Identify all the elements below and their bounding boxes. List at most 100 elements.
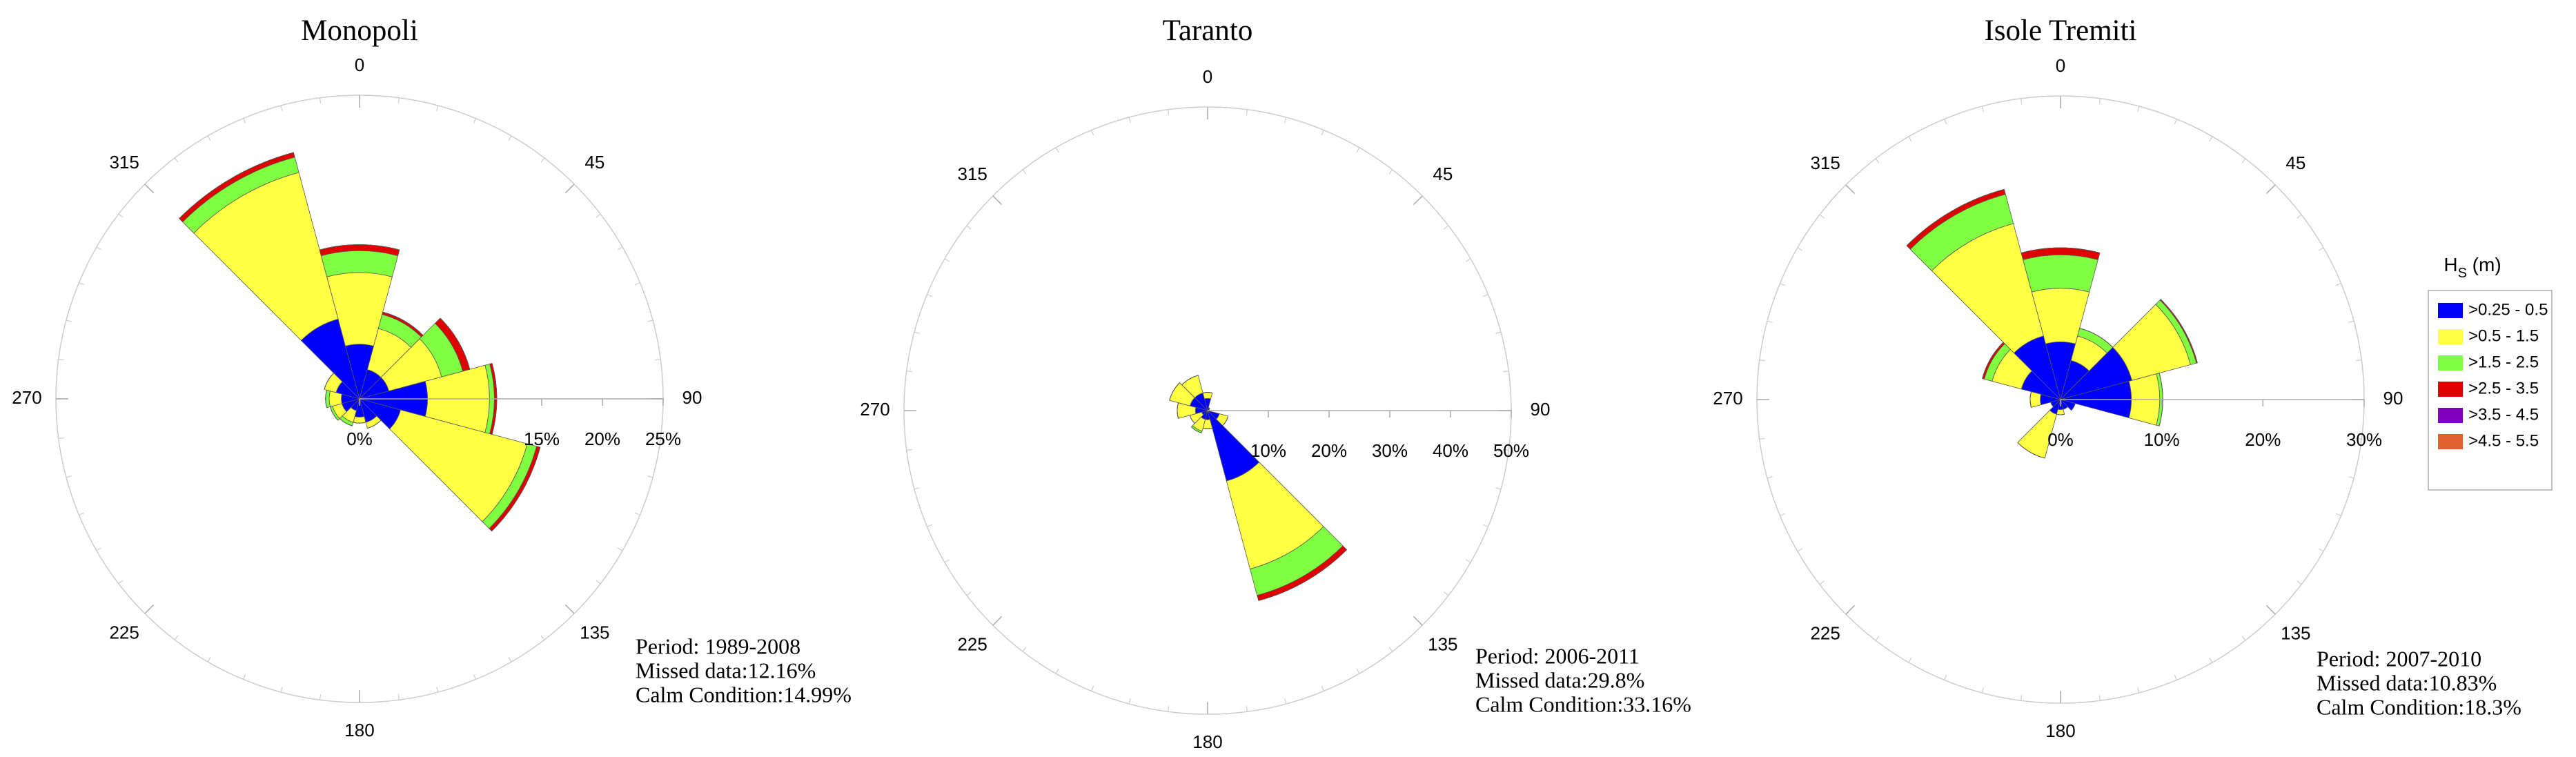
circle-minor-tick	[174, 635, 179, 640]
angle-tick	[1845, 184, 1856, 195]
circle-minor-tick	[1482, 524, 1488, 527]
circle-minor-tick	[2209, 657, 2213, 663]
annotation: Missed data:29.8%	[1475, 667, 1644, 692]
circle-minor-tick	[1875, 636, 1880, 641]
angle-tick-label: 0	[2056, 55, 2065, 76]
annotation: Period: 2007-2010	[2317, 646, 2481, 671]
wedge	[353, 416, 366, 424]
circle-minor-tick	[1780, 283, 1786, 286]
legend-label: >4.5 - 5.5	[2468, 431, 2539, 450]
circle-minor-tick	[927, 524, 933, 527]
angle-tick	[144, 184, 155, 194]
wedge	[2021, 247, 2101, 253]
legend-label: >0.5 - 1.5	[2468, 326, 2539, 345]
circle-minor-tick	[2174, 674, 2177, 680]
circle-minor-tick	[1503, 449, 1509, 451]
annotation: Period: 2006-2011	[1475, 643, 1640, 668]
circle-minor-tick	[2137, 106, 2140, 112]
wedge	[2023, 254, 2098, 293]
circle-minor-tick	[280, 105, 283, 111]
circle-minor-tick	[508, 135, 512, 141]
circle-minor-tick	[540, 635, 545, 640]
circle-minor-tick	[1465, 258, 1471, 262]
angle-tick	[144, 604, 155, 614]
wedge	[328, 391, 342, 407]
circle-minor-tick	[1128, 698, 1131, 705]
circle-minor-tick	[2356, 359, 2362, 362]
angle-tick	[992, 616, 1003, 626]
circle-minor-tick	[1797, 548, 1803, 552]
angle-tick-label: 45	[2285, 153, 2305, 173]
circle-minor-tick	[1759, 438, 1765, 440]
circle-minor-tick	[79, 512, 85, 515]
wedge	[2056, 409, 2065, 415]
circle-minor-tick	[1767, 320, 1773, 323]
wedge	[1181, 375, 1199, 385]
radial-tick-label: 40%	[1433, 440, 1468, 461]
radial-tick-label: 20%	[1311, 440, 1347, 461]
circle-minor-tick	[1875, 158, 1880, 164]
angle-tick-label: 0	[355, 55, 364, 75]
angle-tick-label: 225	[109, 622, 139, 643]
angle-tick-label: 0	[1203, 66, 1212, 87]
circle-minor-tick	[2209, 136, 2213, 142]
circle-minor-tick	[2241, 636, 2246, 641]
wedge	[353, 422, 366, 424]
angle-tick	[564, 184, 575, 194]
circle-minor-tick	[1356, 668, 1360, 674]
angle-tick	[1845, 604, 1856, 615]
wedge	[319, 244, 400, 250]
circle-minor-tick	[2137, 687, 2140, 694]
circle-minor-tick	[2356, 438, 2362, 440]
legend-title: HS (m)	[2444, 254, 2501, 281]
circle-minor-tick	[1759, 359, 1765, 362]
circle-minor-tick	[1388, 647, 1393, 652]
circle-minor-tick	[243, 118, 246, 124]
circle-minor-tick	[66, 475, 72, 478]
radial-tick-label: 30%	[2346, 429, 2382, 450]
circle-minor-tick	[2348, 320, 2354, 323]
legend-label: >1.5 - 2.5	[2468, 353, 2539, 371]
circle-minor-tick	[914, 331, 920, 334]
circle-minor-tick	[473, 118, 476, 124]
circle-minor-tick	[596, 213, 601, 218]
circle-minor-tick	[2020, 695, 2023, 701]
circle-minor-tick	[634, 512, 640, 515]
circle-minor-tick	[1465, 559, 1471, 563]
circle-minor-tick	[1091, 130, 1094, 136]
circle-minor-tick	[944, 258, 950, 262]
circle-minor-tick	[1022, 169, 1027, 175]
angle-tick-label: 45	[1433, 164, 1453, 184]
angle-tick-label: 180	[2045, 720, 2075, 741]
circle-minor-tick	[1055, 668, 1059, 674]
legend-title-part: (m)	[2467, 254, 2501, 275]
circle-minor-tick	[596, 580, 601, 584]
circle-minor-tick	[1055, 147, 1059, 153]
radial-tick-label: 10%	[2144, 429, 2180, 450]
angle-tick-label: 270	[1713, 388, 1742, 409]
circle-minor-tick	[2241, 158, 2246, 164]
circle-minor-tick	[66, 319, 72, 322]
radial-tick-label: 20%	[584, 429, 620, 449]
legend-swatch	[2438, 434, 2463, 449]
angle-tick-label: 315	[1810, 153, 1840, 173]
wedge	[1202, 392, 1213, 400]
circle-minor-tick	[397, 694, 400, 700]
circle-minor-tick	[1797, 247, 1803, 251]
circle-minor-tick	[319, 97, 322, 104]
circle-minor-tick	[1944, 119, 1947, 125]
legend-label: >3.5 - 4.5	[2468, 405, 2539, 424]
circle-minor-tick	[436, 105, 439, 111]
circle-minor-tick	[1284, 117, 1287, 123]
circle-minor-tick	[1908, 657, 1912, 663]
circle-minor-tick	[243, 674, 246, 680]
angle-tick-label: 90	[1531, 399, 1551, 420]
radial-tick-label: 30%	[1372, 440, 1408, 461]
circle-minor-tick	[473, 674, 476, 680]
circle-minor-tick	[944, 559, 950, 563]
circle-minor-tick	[1321, 130, 1324, 136]
circle-minor-tick	[647, 319, 653, 322]
annotation: Calm Condition:33.16%	[1475, 691, 1691, 716]
circle-minor-tick	[1167, 706, 1170, 712]
